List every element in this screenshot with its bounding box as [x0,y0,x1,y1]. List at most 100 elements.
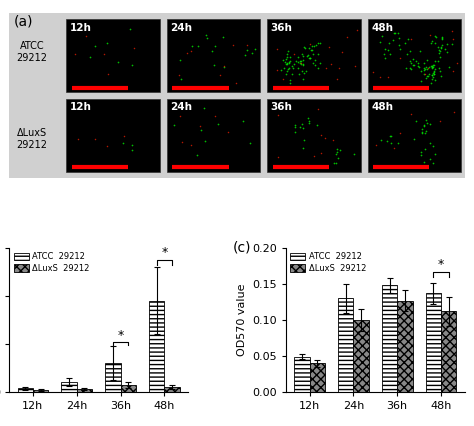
Point [325,44,333,51]
Point [294,64,301,71]
Point [415,63,422,70]
Point [420,122,428,129]
Point [305,44,313,51]
Point [291,129,299,136]
Point [307,40,314,47]
Point [296,124,303,130]
Bar [397,300,412,392]
Point [410,136,418,143]
Text: 12h: 12h [70,102,92,112]
Point [429,64,437,71]
Legend: ATCC  29212, ΔLuxS  29212: ATCC 29212, ΔLuxS 29212 [290,252,366,273]
Point [283,50,290,57]
Point [304,115,312,122]
Point [299,75,307,82]
Point [334,149,341,156]
Point [428,64,436,71]
Point [431,66,439,72]
Point [313,41,320,48]
Point [224,129,232,136]
Point [119,140,127,147]
Point [353,26,361,33]
Point [423,65,431,72]
Point [252,46,259,52]
Point [283,61,291,68]
Point [413,117,420,124]
Point [407,65,414,72]
Bar [167,20,260,92]
Point [436,47,444,54]
Point [436,50,443,57]
Point [376,74,383,81]
Point [377,137,385,144]
Point [211,113,219,120]
Point [314,65,321,72]
Point [441,46,448,52]
Point [427,32,434,38]
Bar [310,363,325,392]
Point [437,67,444,74]
Point [171,121,178,128]
Point [450,68,457,75]
Point [382,55,389,61]
Point [304,52,311,59]
Bar [105,363,120,392]
Point [175,72,182,78]
Point [128,61,136,68]
Point [82,33,90,40]
Point [300,69,308,76]
Point [421,65,428,72]
Bar [354,320,369,392]
Point [435,44,442,51]
Point [429,73,437,80]
Text: 24h: 24h [170,102,192,112]
Point [396,130,404,136]
Point [390,145,398,152]
Point [436,54,444,61]
Point [194,42,201,49]
Point [298,60,305,67]
Bar [294,357,310,392]
Point [285,65,293,72]
Point [369,69,376,75]
Point [438,34,446,41]
Point [453,60,461,67]
Point [193,151,201,158]
Point [177,75,185,82]
Bar [66,99,160,172]
Point [244,47,251,54]
Y-axis label: OD570 value: OD570 value [237,284,247,356]
Text: 36h: 36h [271,102,292,112]
Point [418,152,425,158]
Point [335,65,343,72]
Point [308,46,316,53]
Point [437,73,445,80]
Point [208,48,216,55]
Point [304,53,311,60]
Point [428,75,435,82]
Point [424,65,432,72]
Point [450,108,458,115]
Point [412,58,419,65]
Point [449,35,456,42]
Point [305,55,313,61]
Bar [164,387,180,392]
Text: ATCC
29212: ATCC 29212 [17,41,47,63]
Point [431,76,438,83]
Point [273,45,281,52]
Point [176,112,183,119]
Point [381,51,388,58]
Point [301,44,308,51]
Point [322,64,329,71]
Point [406,48,413,55]
Point [294,54,302,60]
Point [421,71,428,78]
Point [384,74,392,81]
Text: *: * [438,258,444,271]
Point [292,124,299,131]
Point [351,63,358,69]
Point [414,60,422,67]
Point [311,57,319,63]
Point [239,117,247,124]
Point [421,130,428,137]
